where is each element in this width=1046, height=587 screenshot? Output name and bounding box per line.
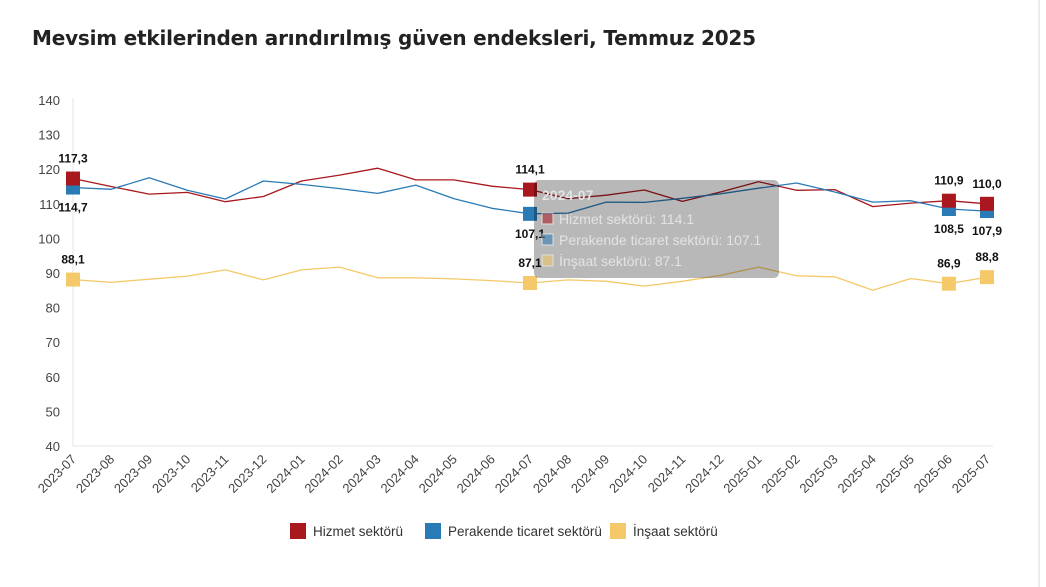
- data-point-marker[interactable]: [941, 276, 956, 291]
- data-label: 114,7: [58, 201, 88, 215]
- tooltip-line: Hizmet sektörü: 114.1: [559, 211, 694, 227]
- x-tick-label: 2023-12: [225, 452, 269, 496]
- data-label: 117,3: [58, 152, 88, 166]
- data-point-marker[interactable]: [66, 171, 80, 186]
- legend-swatch: [610, 523, 626, 539]
- data-point-marker[interactable]: [980, 270, 994, 285]
- legend-swatch: [425, 523, 441, 539]
- x-tick-label: 2024-04: [378, 452, 422, 496]
- tooltip-line: İnşaat sektörü: 87.1: [559, 252, 682, 269]
- x-tick-label: 2024-10: [606, 452, 650, 496]
- x-tick-label: 2023-07: [35, 452, 79, 496]
- tooltip-box: [534, 180, 779, 278]
- y-tick-label: 110: [39, 197, 60, 212]
- y-tick-label: 80: [46, 301, 60, 316]
- x-tick-label: 2023-11: [188, 452, 232, 496]
- data-point-marker[interactable]: [980, 196, 994, 211]
- legend-label: Perakende ticaret sektörü: [448, 524, 602, 539]
- y-tick-label: 120: [38, 162, 60, 177]
- x-tick-label: 2025-02: [758, 452, 802, 496]
- tooltip-title: 2024-07: [542, 187, 594, 203]
- chart-axes: 4050607080901001101201301402023-072023-0…: [35, 93, 993, 496]
- y-tick-label: 40: [46, 439, 60, 454]
- x-tick-label: 2025-04: [835, 452, 879, 496]
- page-edge-divider: [1038, 0, 1040, 587]
- data-labels: 117,3 114,1 110,9 110,0 114,7 107,1 108,5 107,9…: [58, 152, 1002, 271]
- y-tick-label: 60: [46, 370, 60, 385]
- x-tick-label: 2025-05: [873, 452, 917, 496]
- data-label: 88,8: [975, 250, 999, 264]
- x-tick-label: 2024-11: [645, 452, 689, 496]
- data-point-marker[interactable]: [523, 206, 537, 221]
- chart-legend[interactable]: Hizmet sektörü Perakende ticaret sektörü İ…: [290, 523, 718, 539]
- data-label: 108,5: [934, 222, 964, 236]
- hover-tooltip: 2024-07 Hizmet sektörü: 114.1 Perakende ti…: [534, 180, 779, 278]
- x-tick-label: 2024-02: [301, 452, 345, 496]
- data-label: 86,9: [937, 257, 961, 271]
- x-tick-label: 2024-08: [530, 452, 574, 496]
- data-label: 110,9: [934, 174, 964, 188]
- data-point-marker[interactable]: [523, 276, 537, 291]
- data-label: 110,0: [972, 177, 1002, 191]
- data-point-marker[interactable]: [941, 193, 956, 208]
- x-tick-label: 2025-07: [949, 452, 993, 496]
- tooltip-swatch: [541, 254, 554, 267]
- data-label: 107,1: [515, 227, 545, 241]
- x-tick-label: 2023-10: [149, 452, 193, 496]
- legend-item-2[interactable]: İnşaat sektörü: [610, 523, 718, 539]
- y-tick-label: 130: [38, 128, 60, 143]
- x-tick-label: 2023-09: [111, 452, 155, 496]
- legend-item-0[interactable]: Hizmet sektörü: [290, 523, 403, 539]
- y-tick-label: 140: [38, 93, 60, 108]
- x-tick-label: 2024-07: [492, 452, 536, 496]
- x-tick-label: 2024-12: [682, 452, 726, 496]
- data-label: 88,1: [61, 253, 85, 267]
- tooltip-swatch: [541, 212, 554, 225]
- legend-label: Hizmet sektörü: [313, 524, 403, 539]
- x-tick-label: 2025-03: [796, 452, 840, 496]
- data-point-marker[interactable]: [523, 182, 537, 197]
- y-tick-label: 90: [46, 266, 60, 281]
- tooltip-swatch: [541, 233, 554, 246]
- data-label: 107,9: [972, 224, 1002, 238]
- x-tick-label: 2025-06: [911, 452, 955, 496]
- x-tick-label: 2024-01: [263, 452, 307, 496]
- x-tick-label: 2024-05: [416, 452, 460, 496]
- y-tick-label: 50: [46, 404, 60, 419]
- x-tick-label: 2024-09: [568, 452, 612, 496]
- data-label: 87,1: [518, 256, 542, 270]
- tooltip-line: Perakende ticaret sektörü: 107.1: [559, 232, 762, 248]
- legend-label: İnşaat sektörü: [633, 524, 718, 539]
- x-tick-label: 2023-08: [73, 452, 117, 496]
- data-label: 114,1: [515, 163, 545, 177]
- series-markers[interactable]: [66, 171, 994, 291]
- legend-swatch: [290, 523, 306, 539]
- x-tick-label: 2025-01: [720, 452, 764, 496]
- x-tick-label: 2024-03: [339, 452, 383, 496]
- legend-item-1[interactable]: Perakende ticaret sektörü: [425, 523, 602, 539]
- data-point-marker[interactable]: [66, 272, 80, 287]
- chart-title: Mevsim etkilerinden arındırılmış güven e…: [32, 26, 756, 50]
- y-tick-label: 70: [46, 335, 60, 350]
- x-tick-label: 2024-06: [454, 452, 498, 496]
- y-tick-label: 100: [38, 231, 60, 246]
